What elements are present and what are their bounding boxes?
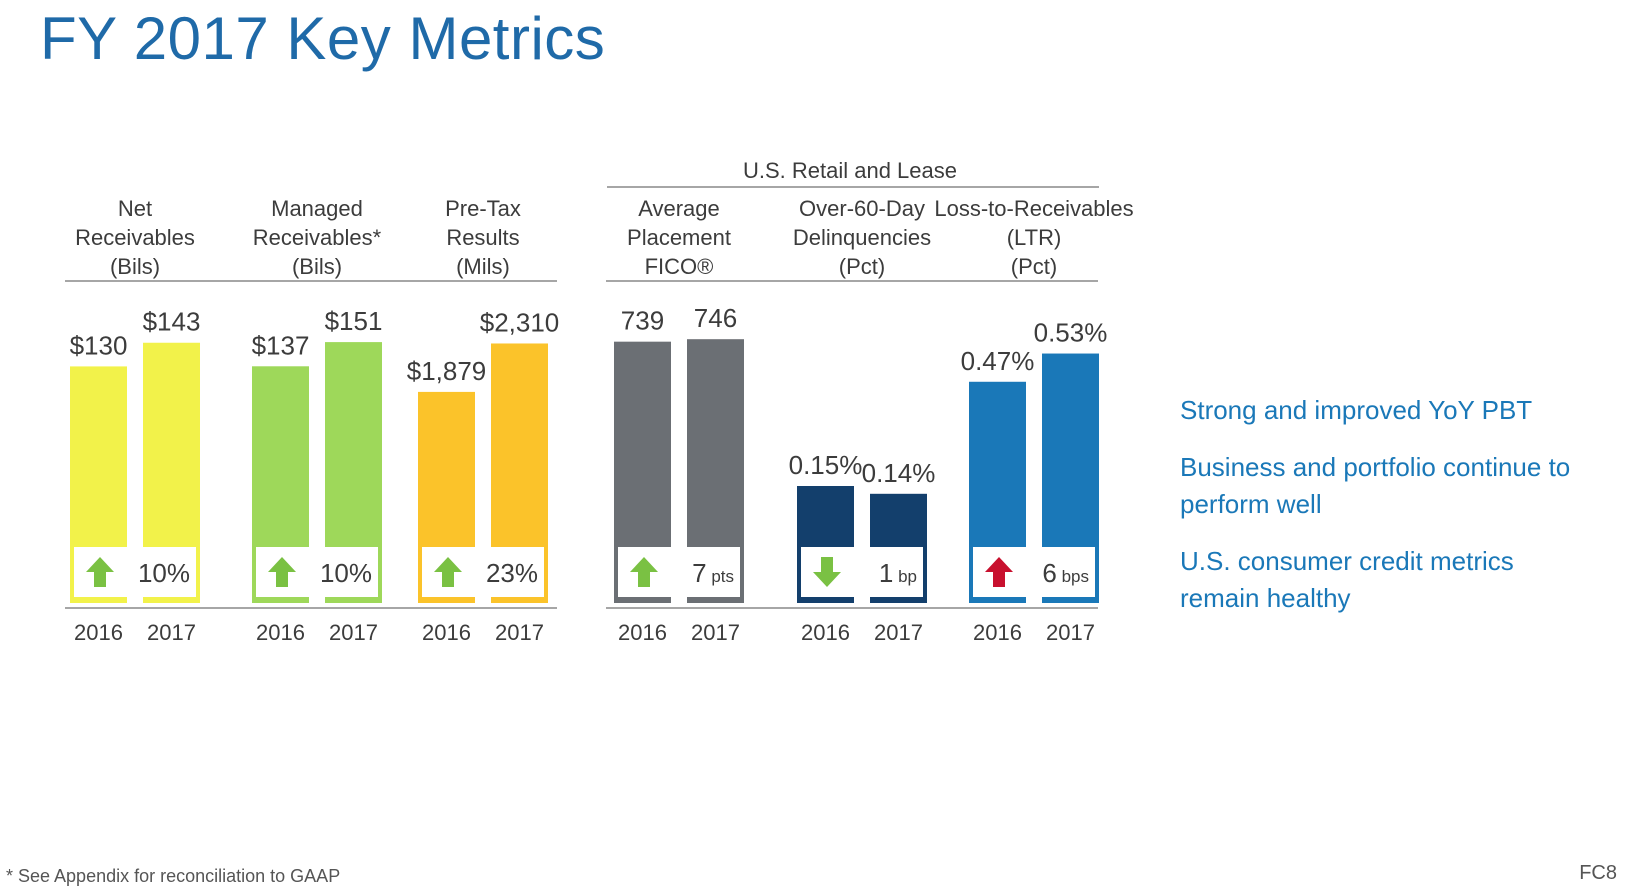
change-unit: bps xyxy=(1057,567,1089,586)
x-tick-label: 2017 xyxy=(691,620,740,645)
bar-value-label: 746 xyxy=(694,303,737,333)
chart-header-line: (Bils) xyxy=(292,254,342,279)
bar-value-label: $151 xyxy=(325,306,383,336)
bullet-2: Business and portfolio continue to perfo… xyxy=(1180,452,1571,519)
arrow-down-icon xyxy=(813,557,841,587)
x-tick-label: 2016 xyxy=(256,620,305,645)
chart-header-line: Over-60-Day xyxy=(799,196,925,221)
chart-header-line: Managed xyxy=(271,196,363,221)
x-tick-label: 2016 xyxy=(801,620,850,645)
change-number: 23% xyxy=(486,558,538,588)
change-unit: bp xyxy=(893,567,917,586)
chart-header-line: (Pct) xyxy=(1011,254,1057,279)
bar-value-label: $130 xyxy=(70,330,128,360)
x-tick-label: 2017 xyxy=(874,620,923,645)
chart-header-line: Net xyxy=(118,196,152,221)
chart-header-line: (Bils) xyxy=(110,254,160,279)
change-number: 10% xyxy=(320,558,372,588)
x-tick-label: 2016 xyxy=(422,620,471,645)
arrow-up-icon xyxy=(268,557,296,587)
x-tick-label: 2017 xyxy=(1046,620,1095,645)
chart-header-line: Delinquencies xyxy=(793,225,931,250)
group-header-label: U.S. Retail and Lease xyxy=(743,158,957,183)
chart-header-line: (LTR) xyxy=(1007,225,1062,250)
bar-value-label: $143 xyxy=(143,307,201,337)
chart-header-line: Receivables xyxy=(75,225,195,250)
bar-value-label: $1,879 xyxy=(407,356,487,386)
chart-header-line: Results xyxy=(446,225,519,250)
bar-value-label: 0.47% xyxy=(961,346,1035,376)
x-tick-label: 2017 xyxy=(495,620,544,645)
arrow-up-icon xyxy=(86,557,114,587)
footnote: * See Appendix for reconciliation to GAA… xyxy=(6,866,341,886)
x-tick-label: 2016 xyxy=(973,620,1022,645)
x-tick-label: 2017 xyxy=(329,620,378,645)
change-value: 23% xyxy=(486,558,538,588)
change-number: 6 xyxy=(1042,558,1056,588)
bar-value-label: 0.53% xyxy=(1034,318,1108,348)
x-tick-label: 2016 xyxy=(74,620,123,645)
chart-header-line: FICO® xyxy=(645,254,714,279)
bar-value-label: 0.14% xyxy=(862,458,936,488)
chart-header-line: (Mils) xyxy=(456,254,510,279)
chart-header-line: (Pct) xyxy=(839,254,885,279)
key-takeaways: Strong and improved YoY PBT Business and… xyxy=(1180,392,1600,637)
arrow-up-icon xyxy=(434,557,462,587)
bar-value-label: $137 xyxy=(252,330,310,360)
change-number: 7 xyxy=(692,558,706,588)
x-tick-label: 2016 xyxy=(618,620,667,645)
chart-header-line: Placement xyxy=(627,225,731,250)
page-number: FC8 xyxy=(1579,862,1617,884)
change-unit: pts xyxy=(707,567,734,586)
page-title: FY 2017 Key Metrics xyxy=(40,5,606,72)
change-number: 10% xyxy=(138,558,190,588)
bullet-3: U.S. consumer credit metrics remain heal… xyxy=(1180,546,1514,613)
change-value: 1 bp xyxy=(879,558,917,588)
chart-header-line: Average xyxy=(638,196,720,221)
bullet-1: Strong and improved YoY PBT xyxy=(1180,395,1533,425)
x-tick-label: 2017 xyxy=(147,620,196,645)
arrow-up-icon xyxy=(985,557,1013,587)
arrow-up-icon xyxy=(630,557,658,587)
bar-value-label: $2,310 xyxy=(480,307,560,337)
change-value: 10% xyxy=(320,558,372,588)
change-value: 6 bps xyxy=(1042,558,1089,588)
change-value: 7 pts xyxy=(692,558,734,588)
chart-header-line: Loss-to-Receivables xyxy=(934,196,1133,221)
bar-value-label: 0.15% xyxy=(789,450,863,480)
bar-value-label: 739 xyxy=(621,306,664,336)
chart-header-line: Pre-Tax xyxy=(445,196,521,221)
change-number: 1 xyxy=(879,558,893,588)
change-value: 10% xyxy=(138,558,190,588)
chart-header-line: Receivables* xyxy=(253,225,382,250)
key-metrics-chart: U.S. Retail and Lease Net Receivables (Bils… xyxy=(65,158,1134,645)
